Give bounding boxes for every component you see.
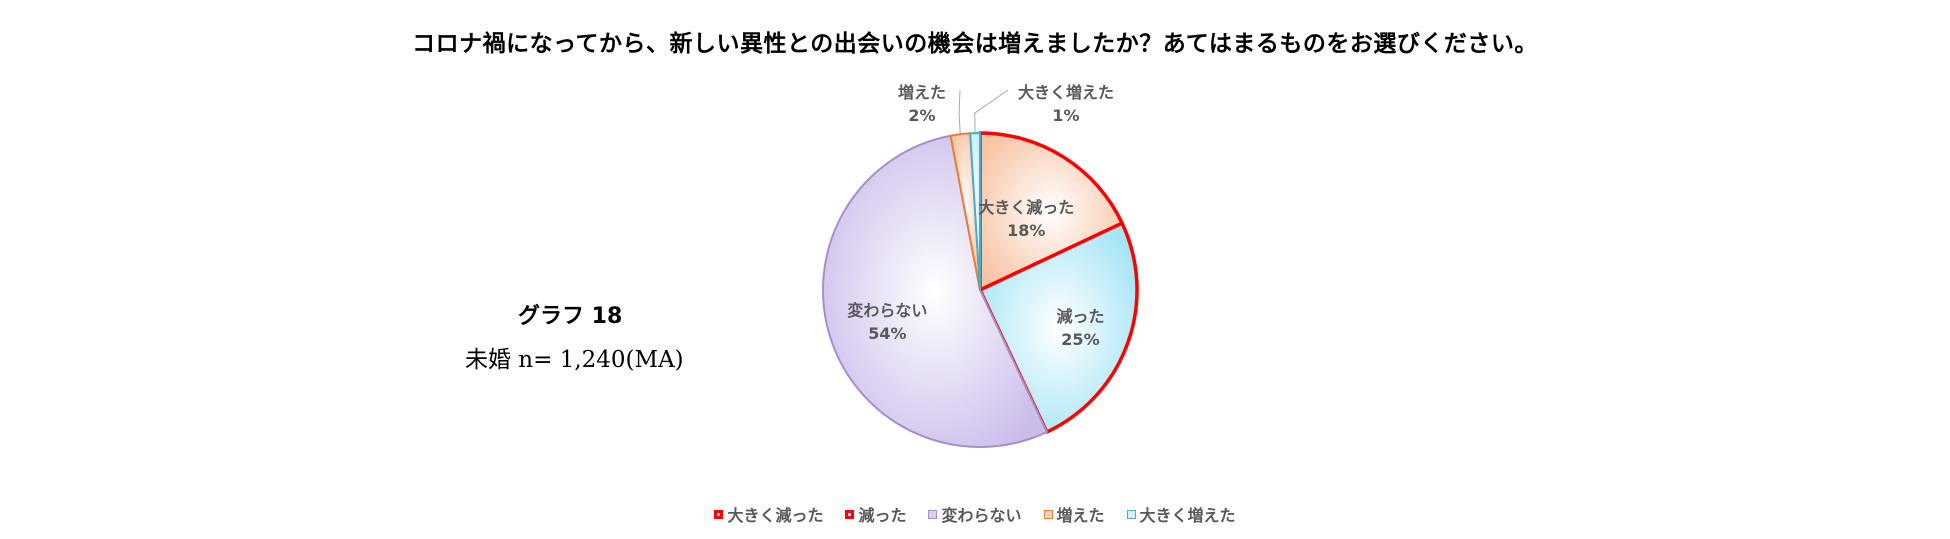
legend-label-1: 減った	[858, 506, 907, 525]
slice-value-label-1: 25%	[1061, 330, 1099, 349]
pie-slice-0	[978, 131, 1124, 292]
sample-size-label: 未婚 n= 1,240(MA)	[465, 347, 684, 373]
legend-item-2: 変わらない	[928, 502, 1022, 526]
chart-title: コロナ禍になってから、新しい異性との出会いの機会は増えましたか？あてはまるものを…	[412, 31, 1538, 57]
legend-label-2: 変わらない	[941, 506, 1022, 525]
slice-value-label-3: 2%	[908, 106, 935, 125]
slice-value-label-0: 18%	[1007, 221, 1045, 240]
legend-swatch-4	[1126, 509, 1136, 519]
legend-swatch-3	[1043, 509, 1053, 519]
pie-slice-1	[978, 221, 1139, 434]
slice-category-label-2: 変わらない	[847, 301, 927, 320]
legend-item-1: 減った	[845, 502, 906, 526]
legend: 大きく減った 減った 変わらない 増えた 大きく増えた	[0, 502, 1950, 526]
pie-slice-2	[822, 134, 1048, 448]
legend-item-3: 増えた	[1043, 502, 1105, 526]
slice-category-label-0: 大きく減った	[978, 198, 1074, 217]
pie-slice-4	[969, 132, 981, 291]
graph-label: グラフ 18	[518, 304, 623, 329]
legend-item-0: 大きく減った	[714, 502, 823, 526]
legend-swatch-2	[928, 509, 938, 519]
legend-swatch-0	[714, 509, 724, 519]
legend-label-0: 大きく減った	[727, 506, 824, 525]
slice-value-label-4: 1%	[1052, 106, 1079, 125]
legend-label-3: 増えた	[1056, 506, 1105, 525]
slice-value-label-2: 54%	[868, 324, 906, 343]
slice-category-label-3: 増えた	[898, 83, 946, 102]
leader-line-3	[958, 89, 961, 135]
slice-category-label-1: 減った	[1056, 307, 1104, 326]
slice-category-label-4: 大きく増えた	[1018, 83, 1114, 102]
legend-label-4: 大きく増えた	[1139, 506, 1236, 525]
legend-swatch-1	[845, 509, 855, 519]
leader-line-4	[974, 89, 1009, 134]
legend-item-4: 大きく増えた	[1126, 502, 1236, 526]
